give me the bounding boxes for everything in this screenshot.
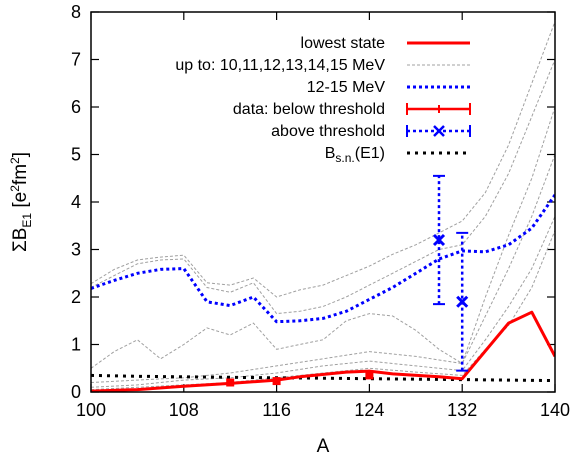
legend: lowest state up to: 10,11,12,13,14,15 Me… <box>175 35 471 165</box>
cumulative-curve <box>91 154 555 383</box>
legend-label-bsn: Bs.n.(E1) <box>325 145 385 165</box>
legend-marker-data-above <box>406 125 471 137</box>
cumulative-curve <box>91 21 555 298</box>
bsn-line-layer <box>91 373 555 383</box>
y-tick-label: 6 <box>71 97 81 117</box>
x-tick-label: 124 <box>354 400 384 420</box>
x-axis-label: A <box>317 436 330 457</box>
cumulative-curve <box>91 59 555 315</box>
y-tick-label: 1 <box>71 335 81 355</box>
y-tick-label: 8 <box>71 2 81 22</box>
cumulative-curve <box>91 230 555 391</box>
x-tick-label: 108 <box>169 400 199 420</box>
data-above-point-cross <box>432 233 446 247</box>
x-tick-label: 132 <box>447 400 477 420</box>
y-tick-label: 0 <box>71 382 81 402</box>
cumulative-curve <box>91 216 555 388</box>
lowest-state-layer <box>91 310 555 392</box>
data-below-point <box>272 377 281 386</box>
legend-label-lowest-state: lowest state <box>301 35 386 52</box>
data-above-point-cross <box>456 295 469 308</box>
legend-label-cumulative: up to: 10,11,12,13,14,15 MeV <box>175 57 385 74</box>
cumulative-curves-layer <box>91 21 555 391</box>
svg-text:ΣBE1 [e2fm2]: ΣBE1 [e2fm2] <box>8 152 34 252</box>
x-tick-label: 116 <box>262 400 291 420</box>
data-below-point <box>365 371 374 380</box>
plot-frame <box>90 11 556 393</box>
x-tick-label: 100 <box>76 400 106 420</box>
legend-label-data-above: above threshold <box>271 123 385 140</box>
lowest-state-line <box>91 310 555 392</box>
cumulative-curve <box>91 106 555 369</box>
x-tick-label: 140 <box>540 400 570 420</box>
legend-marker-data-below <box>406 103 471 115</box>
legend-label-band-12-15: 12-15 MeV <box>307 79 386 96</box>
y-tick-label: 4 <box>71 192 81 212</box>
data-below-point <box>226 378 235 387</box>
data-points-layer <box>226 174 469 387</box>
band-12-15-line <box>91 194 555 324</box>
y-tick-label: 2 <box>71 287 81 307</box>
legend-label-data-below: data: below threshold <box>233 101 385 118</box>
y-tick-label: 7 <box>71 50 81 70</box>
y-tick-label: 5 <box>71 145 81 165</box>
band-12-15-layer <box>91 194 555 324</box>
y-tick-label: 3 <box>71 240 81 260</box>
bsn-line <box>91 373 555 383</box>
y-axis-label: ΣBE1 [e2fm2] <box>8 152 34 252</box>
